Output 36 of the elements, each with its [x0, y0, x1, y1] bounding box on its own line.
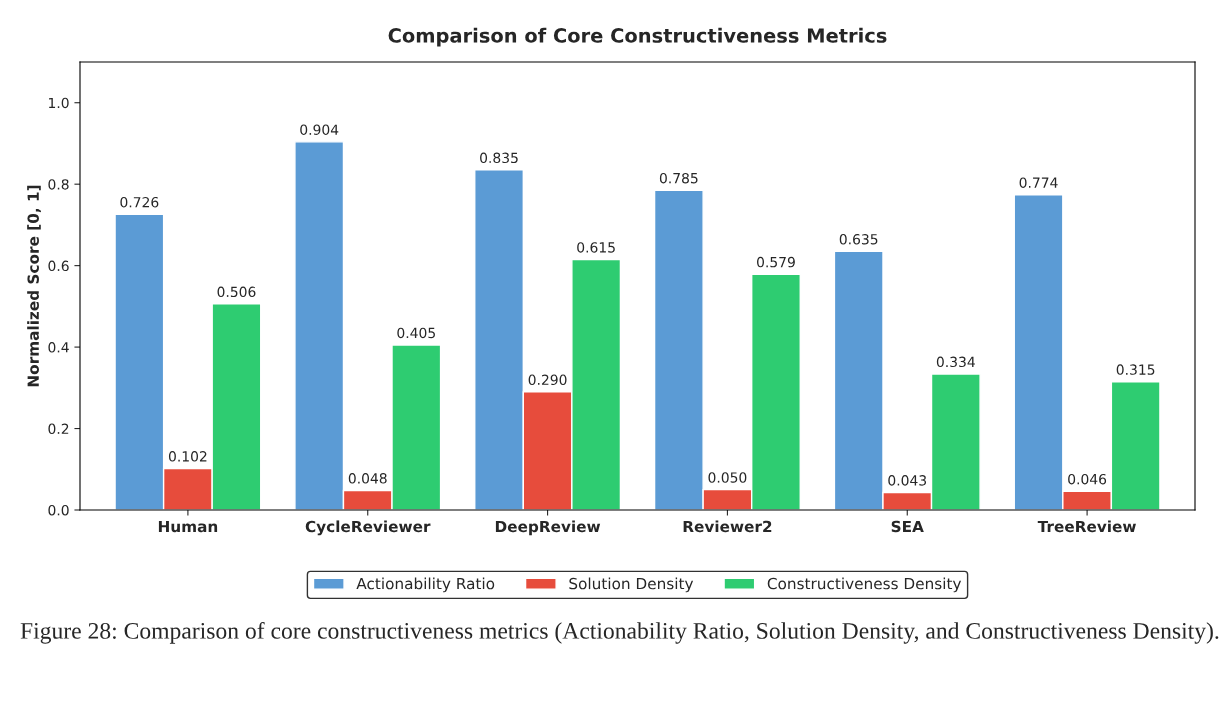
- x-tick-label: CycleReviewer: [305, 520, 431, 536]
- data-label: 0.048: [348, 473, 387, 484]
- data-label: 0.405: [397, 327, 435, 339]
- data-label: 0.835: [480, 152, 518, 164]
- data-label: 0.579: [757, 256, 795, 268]
- caption: Figure 28: Comparison of core constructiveness metrics (Actionability Ratio, Solution Density, and Constructiveness Density).: [20, 622, 1219, 644]
- data-label: 0.506: [217, 286, 256, 298]
- data-label: 0.334: [936, 356, 975, 368]
- y-tick-label: 0.2: [48, 423, 69, 435]
- y-tick-label: 1.0: [49, 97, 69, 109]
- x-tick-label: SEA: [891, 520, 924, 533]
- y-tick-label: 0.4: [48, 342, 69, 353]
- data-label: 0.774: [1019, 177, 1058, 188]
- legend-label: Constructiveness Density: [767, 577, 962, 593]
- data-label: 0.615: [577, 242, 615, 253]
- legend-label: Solution Density: [569, 577, 694, 593]
- x-tick-label: Reviewer2: [683, 520, 772, 533]
- y-tick-label: 0.0: [48, 504, 69, 516]
- legend-label: Actionability Ratio: [356, 577, 495, 593]
- data-label: 0.102: [168, 451, 207, 462]
- x-tick-label: Human: [158, 520, 218, 533]
- y-axis-title: Normalized Score [0, 1]: [27, 185, 41, 387]
- data-label: 0.635: [839, 234, 878, 245]
- data-label: 0.904: [300, 124, 339, 135]
- x-tick-label: DeepReview: [495, 520, 601, 536]
- y-tick-label: 0.8: [48, 179, 69, 190]
- chart-title: Comparison of Core Constructiveness Metrics: [388, 27, 887, 47]
- data-label: 0.043: [888, 475, 927, 486]
- data-label: 0.726: [120, 196, 159, 208]
- data-label: 0.046: [1068, 473, 1107, 485]
- data-label: 0.785: [659, 172, 698, 184]
- data-label: 0.050: [708, 472, 747, 483]
- data-label: 0.290: [528, 374, 567, 386]
- x-tick-label: TreeReview: [1037, 520, 1136, 533]
- data-label: 0.315: [1116, 364, 1155, 375]
- y-tick-label: 0.6: [48, 260, 69, 272]
